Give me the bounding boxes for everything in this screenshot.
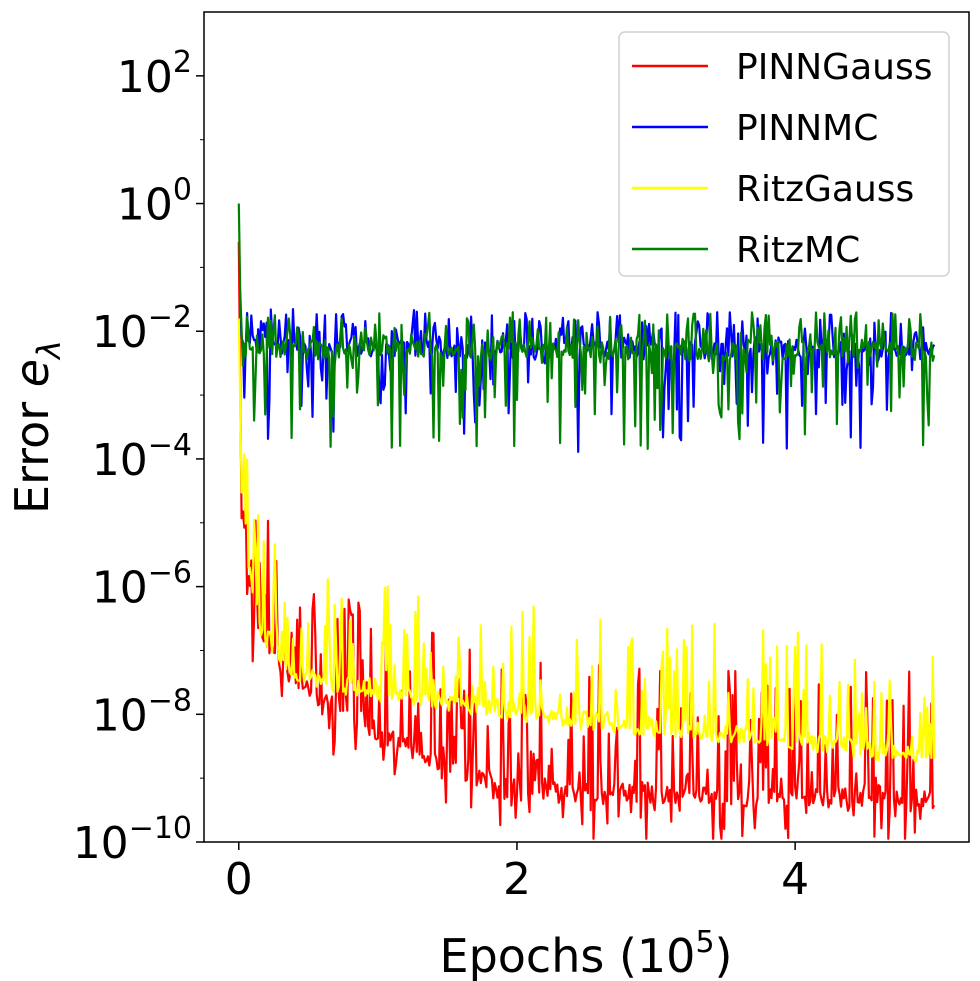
legend-label-pinngauss: PINNGauss — [736, 47, 932, 88]
legend-label-pinnmc: PINNMC — [736, 108, 878, 149]
legend-frame — [618, 31, 950, 277]
y-tick-label: 10−8 — [92, 683, 192, 741]
x-axis: 0 2 4 — [225, 842, 809, 905]
series-line-ritzgauss — [237, 318, 936, 763]
y-tick-label: 10−6 — [92, 556, 192, 614]
y-axis-title: Error eλ — [5, 340, 68, 514]
y-tick-label: 10−2 — [92, 300, 192, 358]
legend: PINNGauss PINNMC RitzGauss RitzMC — [618, 31, 950, 277]
legend-label-ritzgauss: RitzGauss — [736, 169, 914, 210]
y-axis: 10−10 10−8 10−6 10−4 10−2 100 102 — [73, 45, 204, 869]
y-tick-label: 10−10 — [73, 811, 192, 869]
x-tick-label: 2 — [503, 854, 531, 905]
series-layer — [237, 203, 936, 840]
x-axis-title: Epochs (105) — [440, 925, 733, 981]
y-tick-label: 100 — [117, 173, 192, 231]
x-tick-label: 4 — [781, 854, 809, 905]
y-tick-label: 10−4 — [92, 428, 192, 486]
x-tick-label: 0 — [225, 854, 253, 905]
series-line-ritzmc — [237, 203, 936, 450]
y-tick-label: 102 — [117, 45, 192, 103]
legend-label-ritzmc: RitzMC — [736, 230, 860, 271]
series-line-pinngauss — [237, 241, 936, 840]
plot-frame — [203, 11, 970, 843]
